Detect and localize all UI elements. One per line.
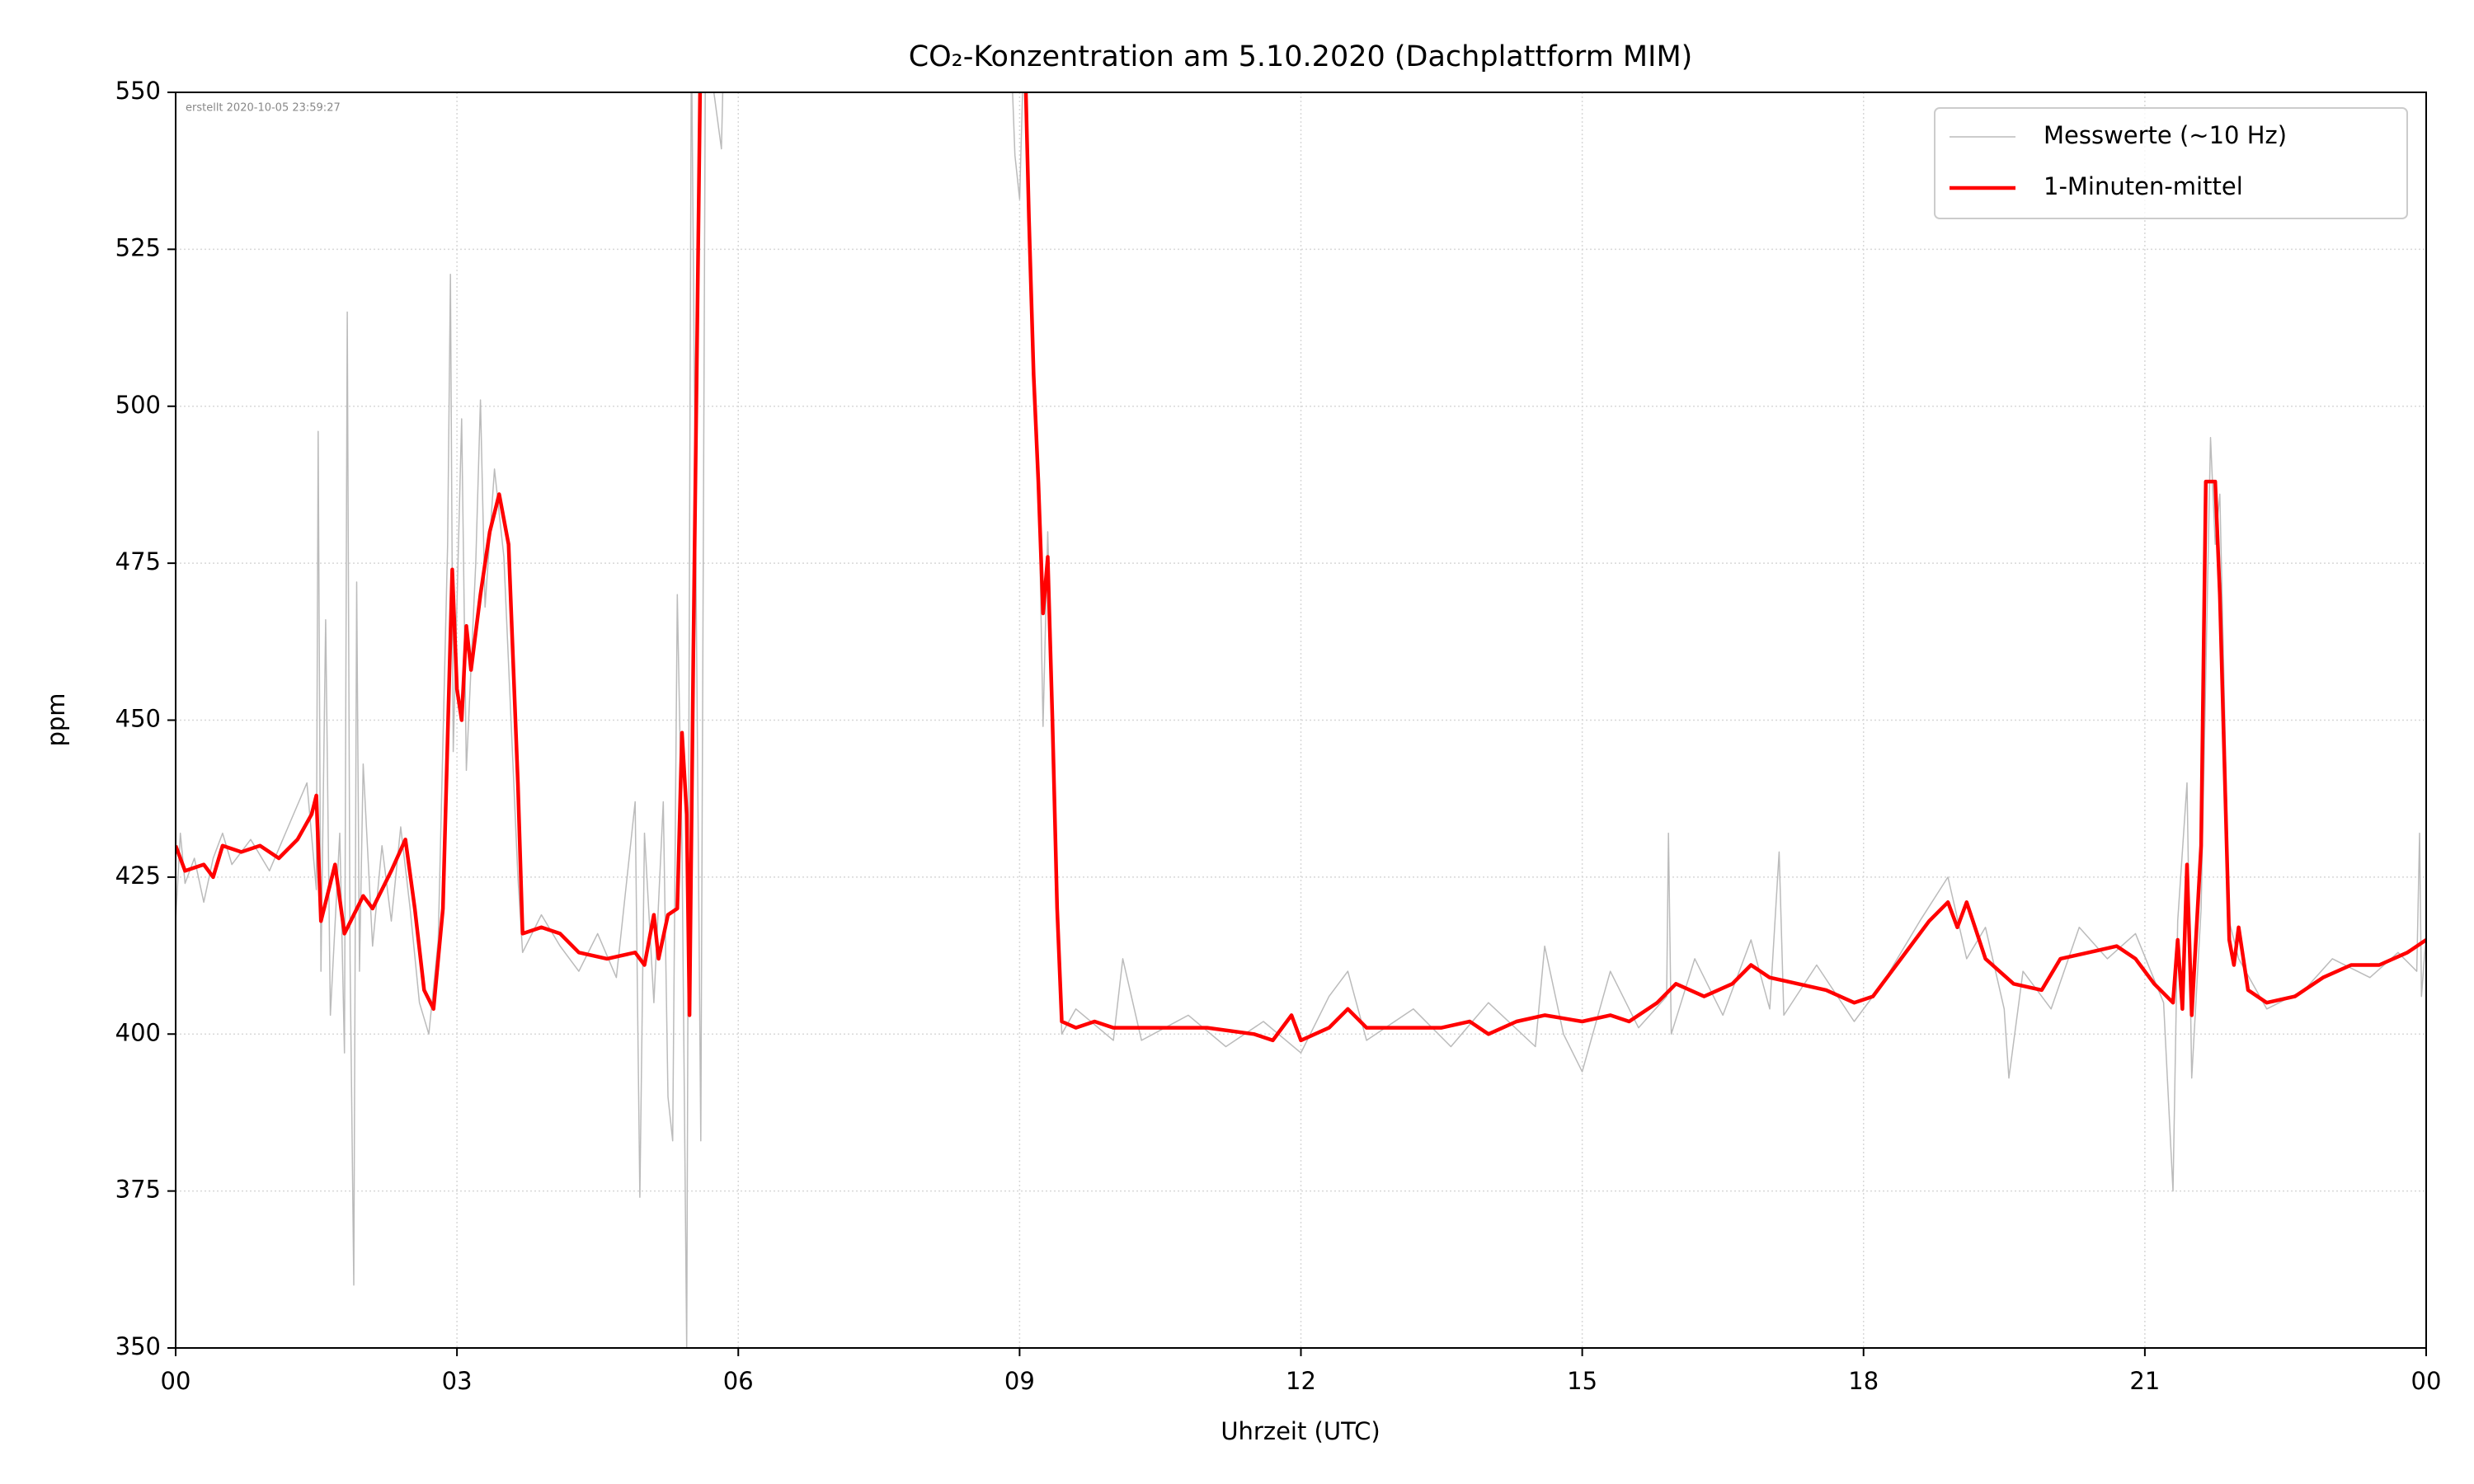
x-tick-label: 15 <box>1567 1367 1597 1395</box>
y-tick-label: 450 <box>115 705 161 733</box>
x-tick-label: 21 <box>2129 1367 2160 1395</box>
y-tick-label: 500 <box>115 391 161 419</box>
x-tick-label: 00 <box>161 1367 191 1395</box>
y-tick-label: 425 <box>115 862 161 890</box>
y-axis-label: ppm <box>42 693 70 746</box>
legend-label: Messwerte (~10 Hz) <box>2044 121 2287 149</box>
y-tick-label: 400 <box>115 1018 161 1046</box>
x-tick-label: 03 <box>442 1367 473 1395</box>
y-tick-label: 550 <box>115 77 161 105</box>
x-tick-label: 12 <box>1286 1367 1316 1395</box>
x-tick-label: 06 <box>723 1367 754 1395</box>
y-tick-label: 475 <box>115 547 161 575</box>
x-tick-label: 00 <box>2411 1367 2442 1395</box>
ticks: 350 375 400 425 450 475 500 525 550 00 03 06 09 12 15 1… <box>115 77 2442 1395</box>
legend: Messwerte (~10 Hz) 1-Minuten-mittel <box>1934 107 2408 219</box>
y-tick-label: 525 <box>115 233 161 261</box>
y-tick-label: 375 <box>115 1176 161 1204</box>
legend-label: 1-Minuten-mittel <box>2044 172 2243 200</box>
y-tick-label: 350 <box>115 1332 161 1360</box>
annotation: erstellt 2020-10-05 23:59:27 <box>186 102 341 115</box>
x-axis-label: Uhrzeit (UTC) <box>1221 1417 1380 1445</box>
legend-box <box>1934 107 2408 219</box>
x-tick-label: 18 <box>1848 1367 1879 1395</box>
series-line <box>176 92 2426 1043</box>
chart-title: CO₂-Konzentration am 5.10.2020 (Dachplat… <box>909 40 1693 73</box>
x-tick-label: 09 <box>1004 1367 1035 1395</box>
lines <box>176 92 2426 1348</box>
